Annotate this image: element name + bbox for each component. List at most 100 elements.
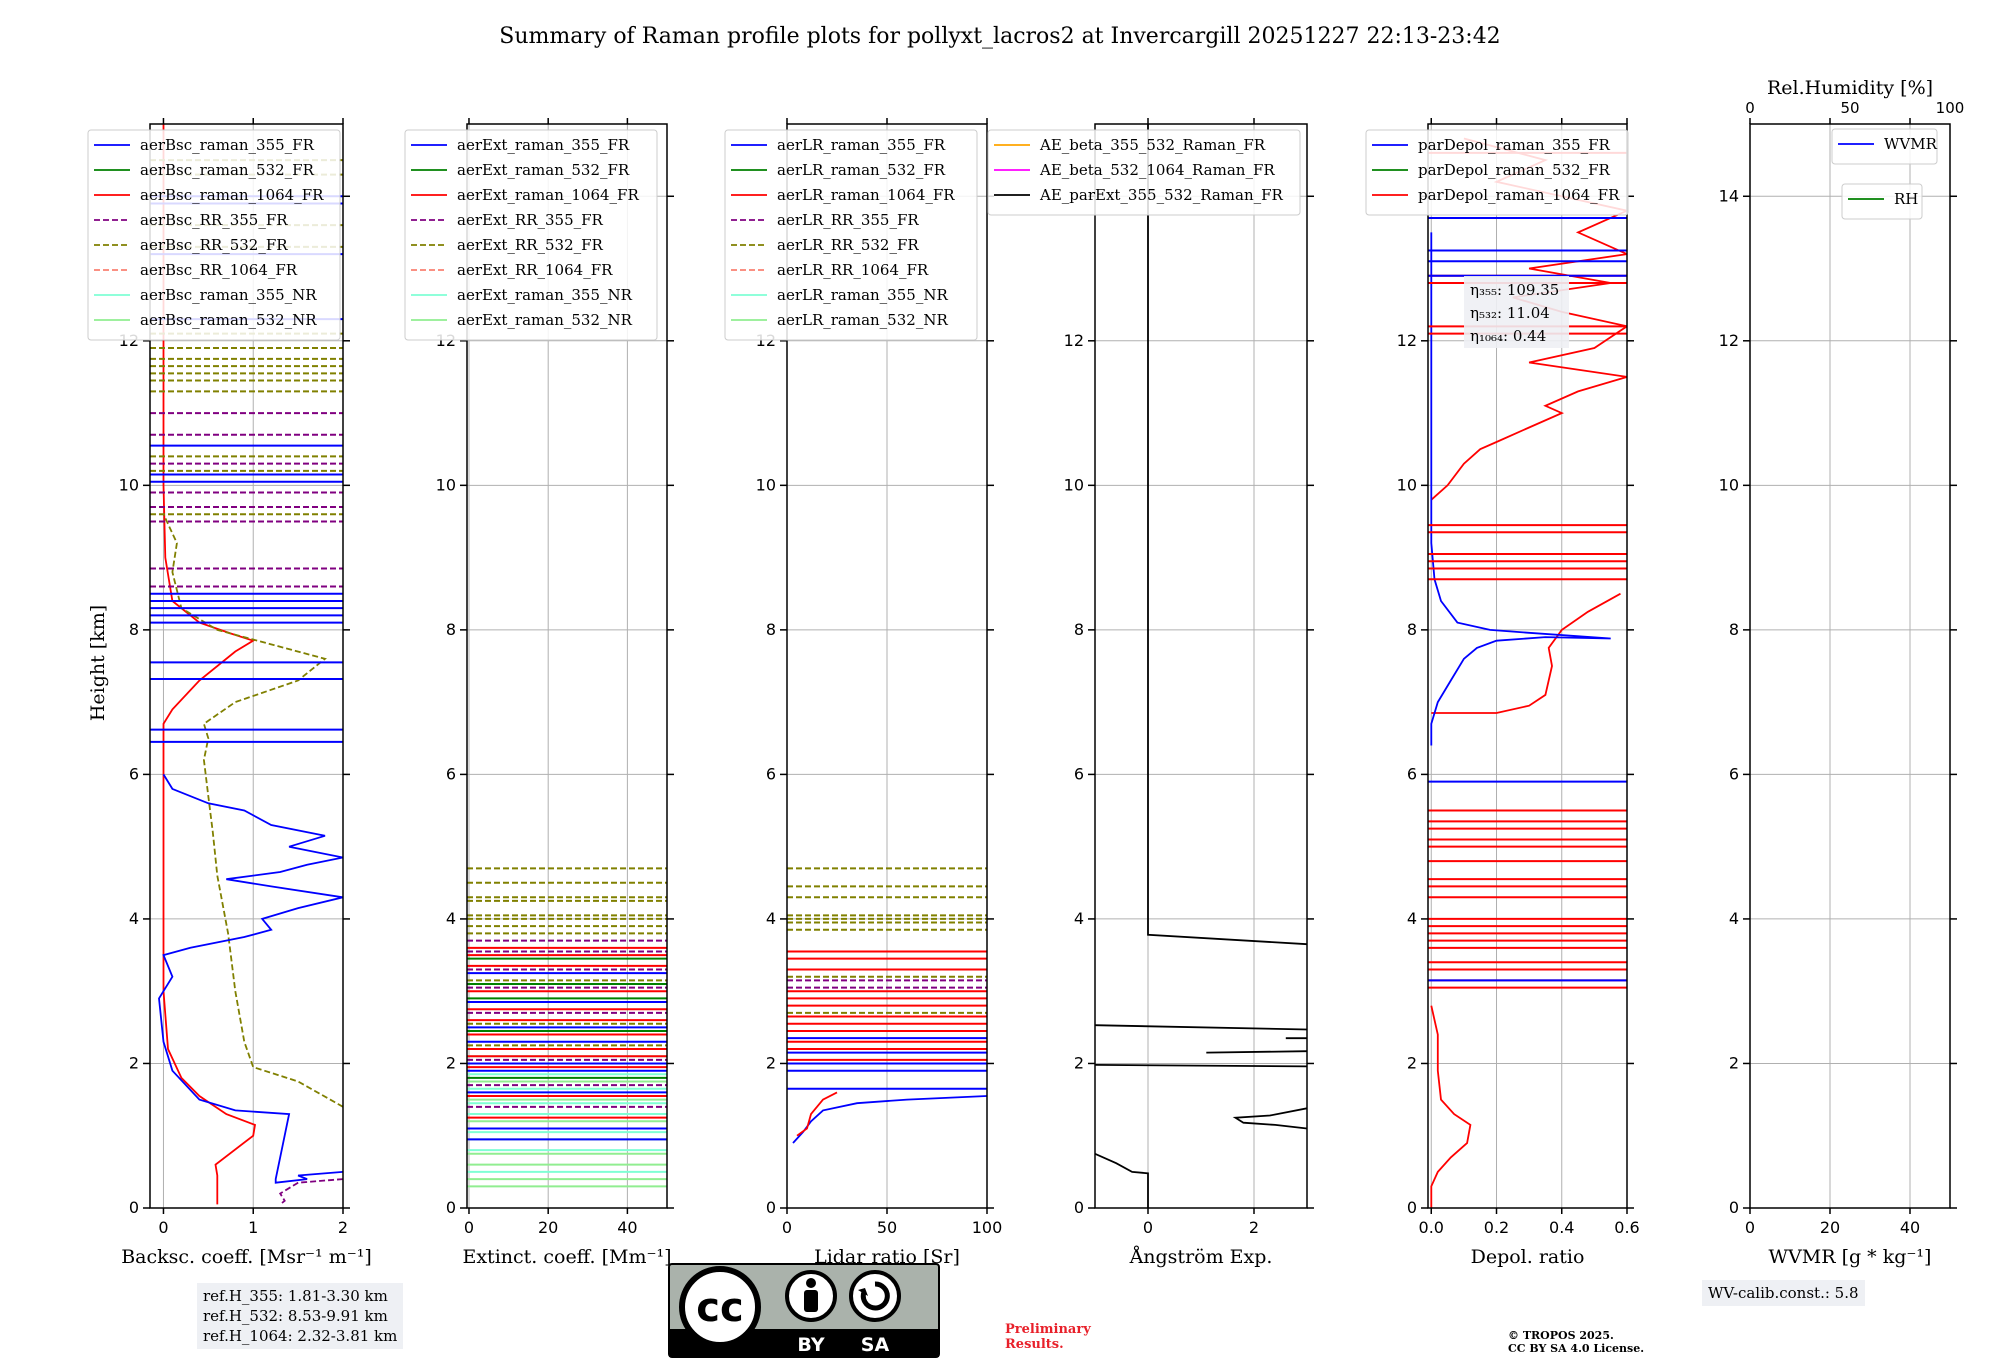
y-tick-label: 10 (1397, 475, 1417, 494)
plot-area-dep (1428, 137, 1627, 1208)
y-tick-label: 2 (1729, 1053, 1739, 1072)
y-tick-label: 6 (766, 764, 776, 783)
x-tick-label: 40 (617, 1218, 637, 1237)
top-axis-label: Rel.Humidity [%] (1767, 77, 1933, 99)
eta-value: η₃₅₅: 109.35 (1470, 281, 1559, 299)
x-tick-label: 0 (782, 1218, 792, 1237)
cc-logo-text: cc (696, 1285, 743, 1331)
x-axis-label: Depol. ratio (1471, 1246, 1585, 1268)
y-tick-label: 12 (1064, 331, 1084, 350)
eta-box (1464, 276, 1569, 348)
y-tick-label: 10 (1064, 475, 1084, 494)
panel-frame (1094, 123, 1308, 1209)
eta-value: η₅₃₂: 11.04 (1470, 304, 1550, 322)
series-line (158, 773, 343, 1184)
y-tick-label: 4 (1407, 909, 1417, 928)
x-axis-label: WVMR [g * kg⁻¹] (1769, 1246, 1932, 1268)
legend-entry: aerLR_RR_1064_FR (777, 261, 929, 279)
copyright-line-2: CC BY SA 4.0 License. (1508, 1342, 1645, 1355)
legend: aerLR_raman_355_FR aerLR_raman_532_FR aerL… (724, 129, 978, 341)
y-tick-label: 6 (1729, 764, 1739, 783)
top-tick-label: 100 (1936, 99, 1965, 117)
y-tick-label: 0 (446, 1198, 456, 1217)
y-tick-label: 4 (1729, 909, 1739, 928)
legend-entry: aerBsc_raman_1064_FR (140, 186, 324, 204)
figure-title: Summary of Raman profile plots for polly… (499, 24, 1500, 49)
legend-entry: parDepol_raman_355_FR (1418, 136, 1611, 154)
y-tick-label: 10 (436, 475, 456, 494)
x-tick-label: 0 (1745, 1218, 1755, 1237)
panel-frame (1427, 123, 1628, 1209)
preliminary-results-note: Preliminary Results. (1005, 1322, 1091, 1352)
y-tick-label: 10 (1719, 475, 1739, 494)
x-tick-label: 0 (158, 1218, 168, 1237)
legend-frame (404, 129, 658, 341)
legend-entry: RH (1894, 190, 1918, 208)
legend: AE_beta_355_532_Raman_FR AE_beta_532_1064… (987, 129, 1301, 216)
legend-entry: WVMR (1884, 135, 1938, 153)
legend-entry: aerBsc_RR_532_FR (140, 236, 288, 254)
y-tick-label: 4 (446, 909, 456, 928)
eta-annotation: η₃₅₅: 109.35 η₅₃₂: 11.04 η₁₀₆₄: 0.44 (1464, 276, 1569, 348)
x-axis-label: Extinct. coeff. [Mm⁻¹] (462, 1246, 671, 1268)
legend: aerExt_raman_355_FR aerExt_raman_532_FRae… (404, 129, 658, 341)
legend: aerBsc_raman_355_FR aerBsc_raman_532_FRae… (87, 129, 341, 341)
top-tick-label: 50 (1840, 99, 1859, 117)
y-tick-label: 6 (1407, 764, 1417, 783)
y-tick-label: 0 (129, 1198, 139, 1217)
y-tick-label: 8 (1407, 620, 1417, 639)
legend-entry: aerExt_raman_532_FR (457, 161, 630, 179)
y-tick-label: 6 (1074, 764, 1084, 783)
x-tick-label: 20 (1820, 1218, 1840, 1237)
wv-calibration-text: WV-calib.const.: 5.8 (1708, 1284, 1859, 1302)
x-tick-label: 40 (1900, 1218, 1920, 1237)
series-line (1430, 1005, 1472, 1208)
series-line (1095, 1024, 1307, 1031)
y-tick-label: 6 (446, 764, 456, 783)
y-tick-label: 8 (129, 620, 139, 639)
y-tick-label: 8 (1074, 620, 1084, 639)
y-tick-label: 0 (1407, 1198, 1417, 1217)
panel-frame (1749, 123, 1951, 1209)
y-tick-label: 4 (129, 909, 139, 928)
y-tick-label: 10 (119, 475, 139, 494)
x-tick-label: 0 (1143, 1218, 1153, 1237)
y-tick-label: 4 (1074, 909, 1084, 928)
y-axis-label: Height [km] (87, 605, 109, 721)
legend-frame (1365, 129, 1629, 216)
y-tick-label: 0 (1074, 1198, 1084, 1217)
plot-area-lr (787, 867, 987, 1144)
legend-frame (1841, 183, 1923, 220)
legend-entry: aerExt_RR_532_FR (457, 236, 604, 254)
legend-entry: aerExt_raman_355_FR (457, 136, 630, 154)
x-tick-label: 0.6 (1614, 1218, 1639, 1237)
x-axis-label: Lidar ratio [Sr] (814, 1246, 960, 1268)
plot-area-ext (467, 867, 667, 1188)
eta-value: η₁₀₆₄: 0.44 (1470, 327, 1546, 345)
legend-entry: aerBsc_raman_355_FR (140, 136, 315, 154)
panel-ext: 02040024681012Extinct. coeff. [Mm⁻¹]aerE… (404, 118, 674, 1268)
legend-entry: aerLR_raman_532_FR (777, 161, 946, 179)
legend-frame (87, 129, 341, 341)
y-tick-label: 2 (129, 1053, 139, 1072)
refh-1064: ref.H_1064: 2.32-3.81 km (203, 1327, 398, 1345)
y-tick-label: 2 (1407, 1053, 1417, 1072)
legend-entry: aerBsc_raman_532_FR (140, 161, 315, 179)
cc-sa-label: SA (861, 1334, 890, 1356)
copyright-line-1: © TROPOS 2025. (1508, 1329, 1614, 1342)
series-line (162, 513, 343, 1108)
legend: WVMR (1831, 128, 1938, 165)
legend-entry: aerExt_RR_1064_FR (457, 261, 613, 279)
series-line (792, 1095, 987, 1144)
legend-entry: AE_beta_355_532_Raman_FR (1039, 136, 1266, 154)
legend-entry: aerBsc_raman_355_NR (140, 286, 317, 304)
wv-calibration-box: WV-calib.const.: 5.8 (1702, 1280, 1865, 1306)
preliminary-line-2: Results. (1005, 1337, 1064, 1352)
x-tick-label: 100 (972, 1218, 1003, 1237)
series-line (1206, 1050, 1307, 1054)
x-tick-label: 20 (538, 1218, 558, 1237)
series-line (1147, 124, 1307, 946)
series-line (278, 1178, 343, 1206)
series-line (1430, 232, 1611, 746)
y-tick-label: 2 (1074, 1053, 1084, 1072)
